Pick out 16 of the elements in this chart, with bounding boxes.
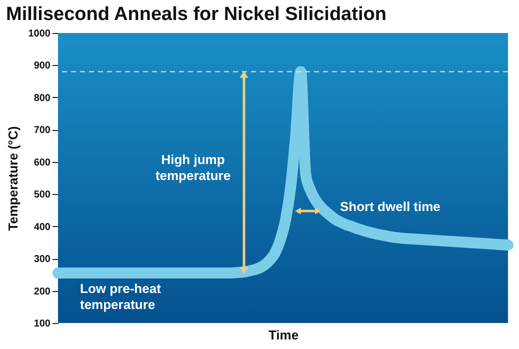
annotation: Short dwell time — [340, 199, 440, 214]
y-tick-label: 1000 — [28, 28, 51, 40]
y-axis-title: Temperature (°C) — [5, 126, 20, 231]
y-tick-label: 800 — [34, 92, 51, 104]
y-tick-label: 300 — [34, 254, 51, 266]
y-tick-label: 400 — [34, 222, 51, 233]
y-tick-label: 600 — [34, 157, 51, 168]
x-axis-title: Time — [268, 328, 299, 342]
y-tick-label: 500 — [34, 190, 51, 201]
y-tick-label: 200 — [34, 286, 51, 298]
annotation: Low pre-heat temperature — [80, 281, 162, 312]
annotation: High jump temperature — [155, 152, 231, 183]
y-tick-label: 900 — [34, 60, 51, 72]
y-tick-label: 700 — [34, 125, 51, 136]
y-tick-label: 100 — [34, 318, 51, 330]
chart-title: Millisecond Anneals for Nickel Silicidation — [6, 4, 386, 25]
